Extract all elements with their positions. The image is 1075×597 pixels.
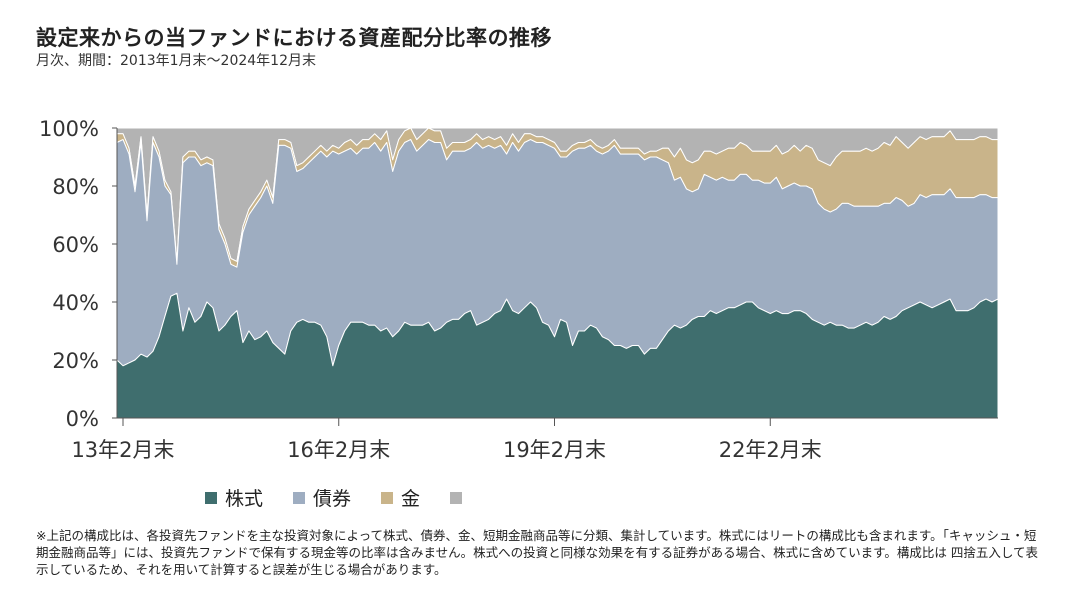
chart-areas [116, 127, 999, 419]
chart-title: 設定来からの当ファンドにおける資産配分比率の推移 [36, 26, 552, 50]
legend-item-stocks: 株式 [205, 484, 263, 511]
allocation-area-chart: 0% 20% 40% 60% 80% 100% 13年2月末 16年2月末 19年2月末 22年… [39, 117, 999, 462]
legend-item-bonds: 債券 [293, 484, 351, 511]
y-axis: 0% 20% 40% 60% 80% 100% [39, 117, 118, 431]
footnote: ※上記の構成比は、各投資先ファンドを主な投資対象によって株式、債券、金、短期金融… [36, 528, 1038, 577]
legend-label-gold: 金 [401, 488, 421, 510]
legend-swatch-bonds [293, 491, 306, 504]
y-tick-label: 80% [52, 175, 99, 199]
x-tick-label: 16年2月末 [287, 438, 390, 462]
x-axis: 13年2月末 16年2月末 19年2月末 22年2月末 [71, 417, 998, 462]
y-tick-label: 40% [52, 291, 99, 315]
y-tick-label: 60% [52, 233, 99, 257]
legend-swatch-gold [381, 491, 394, 504]
x-tick-label: 19年2月末 [503, 438, 606, 462]
x-tick-label: 22年2月末 [719, 438, 822, 462]
legend-swatch-stocks [205, 491, 217, 504]
chart-legend: 株式 債券 金 [205, 484, 925, 511]
legend-item-cash [450, 491, 470, 504]
chart-subtitle: 月次、期間：2013年1月末～2024年12月末 [36, 53, 316, 69]
y-tick-label: 0% [66, 407, 99, 431]
legend-item-gold: 金 [381, 484, 420, 511]
legend-label-bonds: 債券 [313, 488, 352, 510]
y-tick-label: 100% [39, 117, 99, 141]
y-tick-label: 20% [52, 349, 99, 373]
legend-label-stocks: 株式 [225, 488, 264, 510]
x-tick-label: 13年2月末 [71, 438, 174, 462]
legend-swatch-cash [450, 491, 463, 504]
